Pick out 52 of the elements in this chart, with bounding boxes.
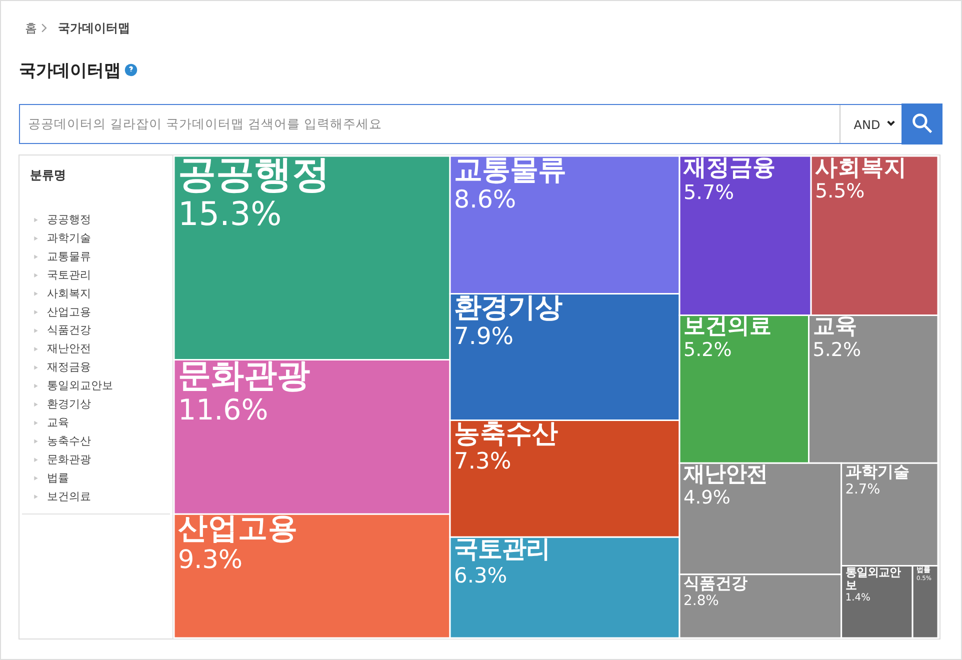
text: 사회복지 [815, 155, 908, 181]
category-label: 보건의료 [47, 490, 91, 503]
data-label: 7.3% [454, 448, 512, 475]
category-label: 교육 [47, 416, 69, 429]
data-label: 6.3% [454, 563, 508, 588]
category-label: 환경기상 [47, 398, 91, 410]
text: 문화관광 [178, 356, 310, 395]
data-label: 5.2% [684, 339, 732, 362]
text: 재난안전 [682, 462, 768, 488]
category-label: 농축수산 [47, 434, 91, 448]
category-label: 재난안전 [47, 342, 91, 356]
text: 국가데이터맵 [58, 21, 130, 35]
data-label: 9.3% [178, 544, 243, 574]
text: 분류명 [30, 168, 66, 182]
text: 교통물류 [454, 153, 566, 186]
category-label: 법률 [47, 471, 69, 484]
text: 국가데이터맵 [19, 61, 121, 81]
category-label: 식품건강 [47, 324, 91, 337]
text: 과학기술 [845, 462, 910, 482]
text: 홈 [25, 21, 37, 35]
data-label: 15.3% [178, 194, 282, 233]
category-label: 사회복지 [47, 286, 91, 300]
text: AND [854, 118, 880, 132]
text: 환경기상 [454, 292, 562, 324]
data-label: 8.6% [454, 184, 516, 214]
data-label: 2.8% [684, 592, 719, 609]
text: 통일외교안보 [47, 379, 113, 392]
category-label: 교통물류 [47, 250, 91, 263]
category-label: 과학기술 [47, 231, 91, 244]
text: 농축수산 [454, 419, 558, 450]
data-label: 2.7% [845, 481, 880, 498]
category-label: 재정금융 [47, 360, 91, 374]
data-label: 4.9% [684, 487, 730, 508]
category-label: 국토관리 [47, 268, 91, 282]
text: 식품건강 [684, 573, 748, 592]
text: 국토관리 [454, 534, 550, 564]
category-label: 통일외교안보 [845, 564, 900, 592]
category-label: 문화관광 [47, 452, 91, 466]
text: 공공행정 [178, 152, 330, 196]
category-label: 공공행정 [47, 213, 91, 226]
text: 보건의료 [684, 313, 772, 340]
data-label: 7.9% [454, 322, 514, 350]
category-label: 산업고용 [47, 305, 91, 318]
text: 공공데이터의 길라잡이 국가데이터맵 검색어를 입력해주세요 [28, 116, 382, 131]
text: 산업고용 [178, 511, 298, 546]
data-label: 5.7% [684, 181, 734, 204]
text: 재정금융 [682, 155, 776, 181]
data-label: 1.4% [845, 592, 870, 604]
data-label: 5.2% [812, 339, 862, 362]
data-label: 5.5% [815, 180, 865, 203]
text: 교육 [812, 313, 857, 340]
data-label: 11.6% [178, 393, 268, 426]
